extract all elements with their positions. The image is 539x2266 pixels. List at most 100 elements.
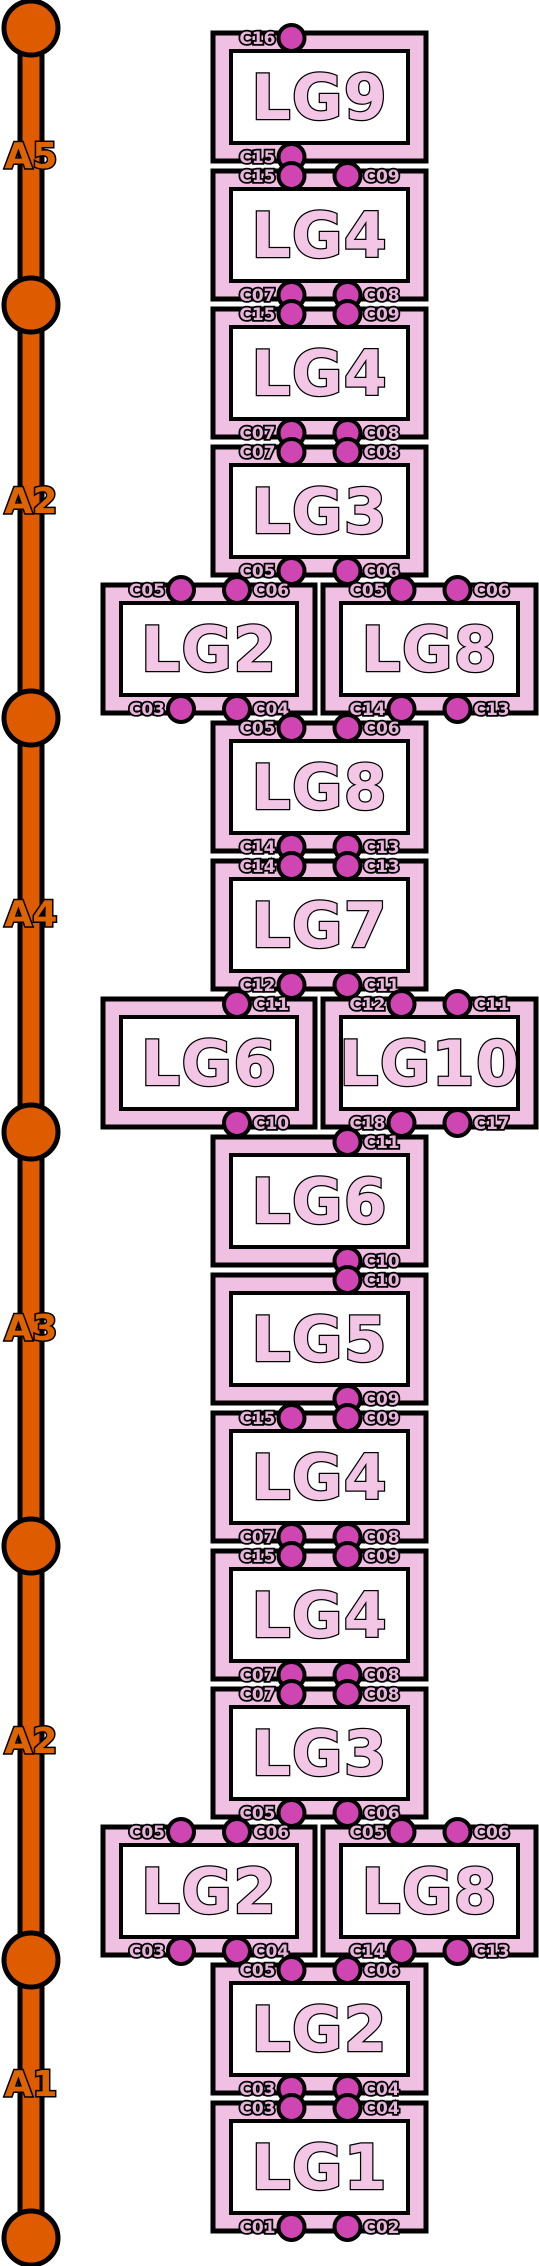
- logic-block-lg9: LG9 C16 C15: [210, 23, 429, 172]
- logic-block-lg1: LG1 C03 C04 C01 C02: [210, 2093, 429, 2242]
- connector-pin: [442, 1108, 473, 1138]
- connector-label: C13: [474, 700, 510, 720]
- connector-pin: [276, 1679, 307, 1709]
- block-body: [339, 1843, 520, 1939]
- block-label: LG8: [251, 751, 388, 824]
- connector-label: C06: [364, 1804, 400, 1824]
- connector-pin: [332, 1955, 363, 1985]
- connector-pin: [222, 575, 252, 605]
- connector-pin: [276, 1955, 307, 1985]
- block-label: LG10: [339, 1027, 520, 1100]
- connector-label: C06: [474, 1823, 510, 1843]
- block-body: [229, 187, 410, 283]
- connector-pin: [386, 1817, 417, 1847]
- block-label: LG1: [251, 2131, 388, 2204]
- logic-block-lg2: LG2 C05 C06 C03 C04: [100, 1817, 318, 1966]
- connector-pin: [276, 161, 307, 191]
- connector-pin: [442, 1817, 473, 1847]
- connector-pin: [276, 1403, 307, 1433]
- connector-label: C04: [364, 2080, 400, 2100]
- connector-pin: [332, 2093, 363, 2123]
- connector-pin: [276, 713, 307, 743]
- block-body: [119, 1843, 299, 1939]
- connector-label: C05: [239, 719, 275, 739]
- track-node: [1, 275, 61, 335]
- logic-block-lg4: LG4 C15 C09 C07 C08: [210, 1403, 429, 1552]
- connector-label: C11: [474, 995, 510, 1015]
- connector-pin: [222, 1817, 252, 1847]
- connector-label: C03: [239, 2099, 275, 2119]
- connector-label: C05: [239, 562, 275, 582]
- block-label: LG4: [251, 337, 388, 410]
- connector-label: C14: [239, 838, 275, 858]
- connector-pin: [442, 575, 473, 605]
- connector-label: C09: [364, 167, 400, 187]
- logic-block-lg2: LG2 C05 C06 C03 C04: [210, 1955, 429, 2104]
- connector-label: C15: [239, 305, 275, 325]
- connector-label: C15: [239, 148, 275, 168]
- block-body: [229, 877, 410, 973]
- connector-label: C04: [253, 1942, 289, 1962]
- logic-block-lg4: LG4 C15 C09 C07 C08: [210, 299, 429, 448]
- logic-block-lg6: LG6 C11 C10: [210, 1127, 429, 1276]
- connector-label: C11: [364, 976, 400, 996]
- block-label: LG4: [251, 1441, 388, 1514]
- block-label: LG2: [141, 613, 278, 686]
- block-body: [229, 1429, 410, 1525]
- connector-pin: [332, 1127, 363, 1157]
- connector-label: C06: [474, 581, 510, 601]
- connector-label: C14: [239, 857, 275, 877]
- connector-label: C08: [364, 1528, 400, 1548]
- block-label: LG7: [251, 889, 388, 962]
- connector-label: C12: [239, 976, 275, 996]
- connector-label: C14: [349, 700, 385, 720]
- logic-block-lg7: LG7 C14 C13 C12 C11: [210, 851, 429, 1000]
- block-body: [339, 601, 520, 697]
- track-layer: A5 A2 A4 A3 A2 A1: [1, 0, 61, 2266]
- block-label: LG4: [251, 199, 388, 272]
- connector-label: C08: [364, 443, 400, 463]
- connector-label: C07: [239, 1528, 275, 1548]
- connector-label: C08: [364, 1666, 400, 1686]
- logic-block-lg5: LG5 C10 C09: [210, 1265, 429, 1414]
- segment-label: A5: [5, 136, 58, 177]
- connector-pin: [276, 2093, 307, 2123]
- connector-label: C05: [129, 1823, 165, 1843]
- block-body: [229, 1981, 410, 2077]
- connector-pin: [276, 437, 307, 467]
- connector-pin: [332, 1679, 363, 1709]
- connector-label: C04: [253, 700, 289, 720]
- segment-label: A1: [5, 2064, 58, 2105]
- connector-pin: [332, 1265, 363, 1295]
- connector-label: C17: [474, 1114, 510, 1134]
- connector-pin: [276, 23, 307, 53]
- connector-label: C13: [364, 838, 400, 858]
- connector-label: C13: [364, 857, 400, 877]
- block-body: [229, 739, 410, 835]
- connector-pin: [332, 161, 363, 191]
- block-body: [119, 601, 299, 697]
- block-label: LG8: [361, 1855, 498, 1928]
- logic-block-lg8: LG8 C05 C06 C14 C13: [320, 575, 539, 724]
- connector-label: C09: [364, 1390, 400, 1410]
- connector-label: C10: [364, 1271, 400, 1291]
- connector-label: C09: [364, 1409, 400, 1429]
- connector-label: C05: [129, 581, 165, 601]
- block-body: [229, 49, 410, 145]
- connector-label: C05: [239, 1961, 275, 1981]
- block-body: [229, 1153, 410, 1249]
- connector-pin: [332, 1403, 363, 1433]
- block-label: LG9: [251, 61, 388, 134]
- connector-label: C05: [239, 1804, 275, 1824]
- connector-label: C11: [253, 995, 289, 1015]
- block-body: [339, 1015, 520, 1111]
- connector-pin: [386, 989, 417, 1019]
- connector-label: C06: [253, 581, 289, 601]
- connector-label: C06: [364, 562, 400, 582]
- connector-label: C14: [349, 1942, 385, 1962]
- connector-label: C18: [349, 1114, 385, 1134]
- connector-label: C03: [129, 1942, 165, 1962]
- connector-label: C10: [253, 1114, 289, 1134]
